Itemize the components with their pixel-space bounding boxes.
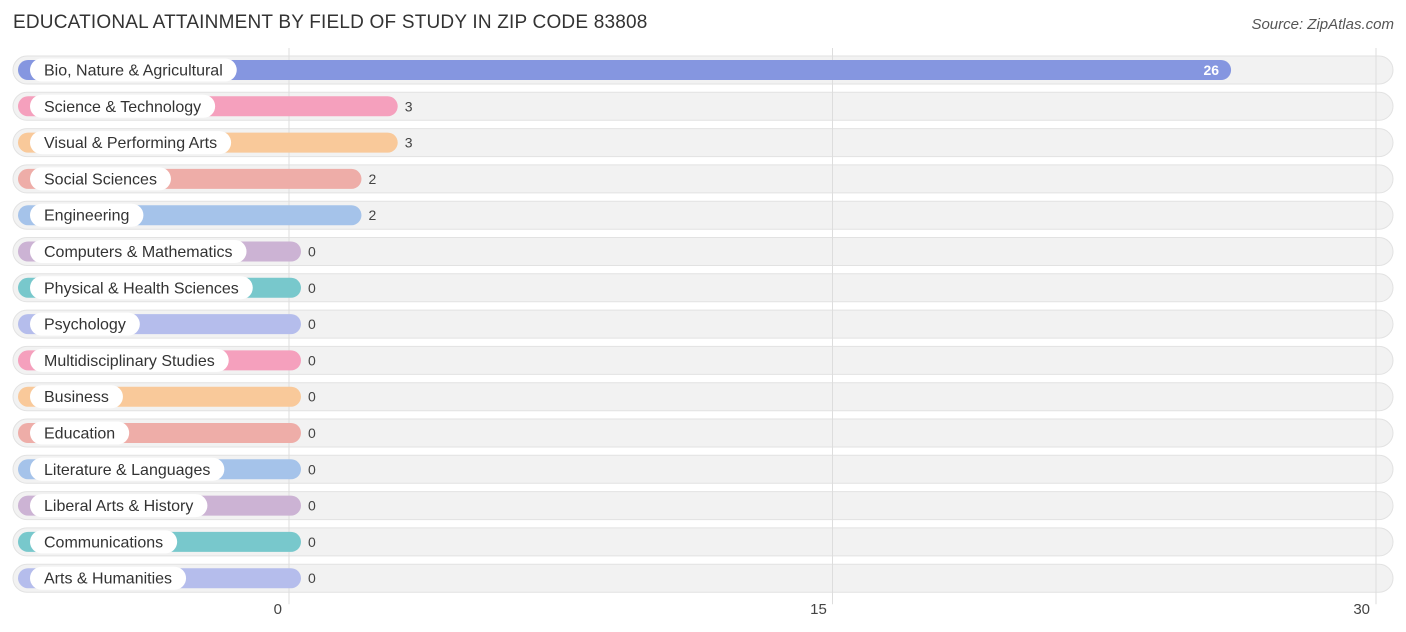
x-tick-label: 15 — [810, 601, 827, 618]
value-label: 0 — [308, 534, 316, 550]
row-track — [12, 309, 1394, 339]
value-label: 0 — [308, 570, 316, 586]
bars: Bio, Nature & Agricultural 26 Science & Te… — [18, 58, 1232, 590]
category-label-pill — [30, 385, 123, 409]
category-label: Psychology — [44, 317, 126, 334]
value-label: 2 — [368, 207, 376, 223]
chart-source: Source: ZipAtlas.com — [1251, 16, 1394, 33]
category-label: Multidisciplinary Studies — [44, 353, 215, 370]
category-label: Visual & Performing Arts — [44, 135, 217, 152]
bar — [18, 60, 1232, 80]
value-label: 0 — [308, 425, 316, 441]
category-label-pill — [30, 457, 225, 481]
value-label: 2 — [368, 171, 376, 187]
value-label: 0 — [308, 280, 316, 296]
category-label: Engineering — [44, 208, 129, 225]
value-label: 3 — [405, 135, 413, 151]
x-axis-ticks: 0 15 30 — [274, 601, 1370, 618]
category-label-pill — [30, 312, 140, 336]
chart-title: EDUCATIONAL ATTAINMENT BY FIELD OF STUDY… — [13, 12, 648, 33]
category-label: Liberal Arts & History — [44, 498, 193, 515]
row-track — [12, 563, 1394, 593]
value-label: 0 — [308, 461, 316, 477]
value-label: 26 — [1203, 62, 1219, 78]
category-label: Computers & Mathematics — [44, 244, 233, 261]
row-track — [12, 527, 1394, 557]
category-label-pill — [30, 240, 247, 263]
category-label: Communications — [44, 534, 163, 551]
category-label: Science & Technology — [44, 99, 201, 116]
row-track — [12, 418, 1394, 448]
value-label: 3 — [405, 98, 413, 114]
category-label-pill — [30, 348, 229, 372]
row-track — [12, 273, 1394, 303]
category-label-pill — [30, 530, 178, 554]
category-label: Physical & Health Sciences — [44, 280, 239, 297]
category-label-pill — [30, 421, 130, 445]
row-track — [12, 454, 1394, 484]
x-tick-label: 0 — [274, 601, 282, 618]
category-label: Bio, Nature & Agricultural — [44, 63, 223, 80]
category-label-pill — [30, 131, 232, 155]
value-label: 0 — [308, 316, 316, 332]
category-label-pill — [30, 494, 208, 518]
category-label-pill — [30, 566, 187, 590]
category-label: Social Sciences — [44, 171, 157, 188]
row-track — [12, 382, 1394, 412]
category-label-pill — [30, 203, 144, 227]
category-label-pill — [30, 276, 253, 300]
category-label-pill — [30, 167, 171, 191]
row-track — [12, 491, 1394, 521]
value-label: 0 — [308, 498, 316, 514]
category-label: Literature & Languages — [44, 462, 210, 479]
value-label: 0 — [308, 352, 316, 368]
category-label-pill — [30, 94, 216, 118]
category-label: Education — [44, 426, 115, 443]
x-tick-label: 30 — [1353, 601, 1370, 618]
row-track — [12, 237, 1394, 266]
value-label: 0 — [308, 389, 316, 405]
category-label: Arts & Humanities — [44, 571, 172, 588]
category-label: Business — [44, 389, 109, 406]
category-label-pill — [30, 58, 237, 82]
row-track — [12, 345, 1394, 375]
value-label: 0 — [308, 244, 316, 260]
